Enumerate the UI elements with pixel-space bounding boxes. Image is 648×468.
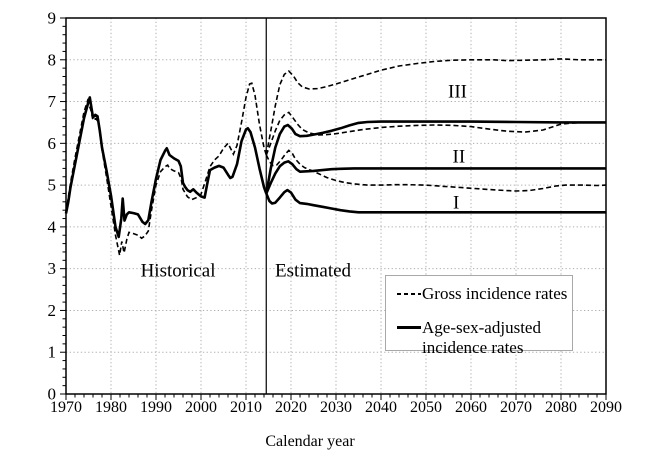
y-tick-label: 2	[48, 301, 57, 320]
historical-region-label: Historical	[140, 260, 216, 282]
y-tick-label: 1	[48, 343, 57, 362]
series-line-adjusted-II	[265, 160, 606, 195]
series-line-adjusted-historical	[64, 96, 268, 239]
x-tick-label: 1990	[140, 399, 172, 416]
x-tick-label: 2020	[275, 399, 307, 416]
x-tick-label: 2010	[230, 399, 262, 416]
x-tick-label: 1970	[50, 399, 82, 416]
y-tick-label: 3	[48, 259, 57, 278]
legend-label-adjusted-line1: Age-sex-adjusted	[422, 318, 541, 337]
x-tick-label: 2090	[590, 399, 622, 416]
y-tick-label: 9	[48, 9, 57, 28]
legend-label-adjusted-line2: incidence rates	[422, 338, 524, 357]
x-tick-label: 2050	[410, 399, 442, 416]
series-line-adjusted-III	[265, 120, 606, 194]
series-line-gross-I	[265, 149, 607, 192]
y-tick-label: 0	[48, 385, 57, 404]
scenario-label-iii: III	[448, 81, 467, 103]
solid-line-swatch	[397, 326, 421, 329]
x-tick-label: 2040	[365, 399, 397, 416]
y-tick-label: 6	[48, 134, 57, 153]
x-axis-title: Calendar year	[265, 433, 355, 450]
series-line-adjusted-I	[265, 188, 606, 214]
dashed-line-swatch	[397, 293, 421, 295]
x-tick-label: 2030	[320, 399, 352, 416]
plot-frame	[65, 17, 607, 395]
y-tick-label: 4	[48, 217, 57, 236]
x-tick-label: 2000	[185, 399, 217, 416]
scenario-label-i: I	[452, 192, 460, 214]
y-tick-label: 5	[48, 176, 57, 195]
x-tick-label: 2070	[500, 399, 532, 416]
x-tick-label: 2080	[545, 399, 577, 416]
legend-item-gross: Gross incidence rates	[397, 284, 572, 304]
series-line-gross-historical	[65, 82, 268, 256]
chart-legend: Gross incidence rates Age-sex-adjusted i…	[385, 275, 573, 357]
x-tick-label: 1980	[95, 399, 127, 416]
legend-item-adjusted: Age-sex-adjusted incidence rates	[397, 318, 572, 358]
series-line-gross-III	[265, 58, 606, 156]
y-tick-label: 7	[48, 92, 57, 111]
scenario-label-ii: II	[452, 146, 466, 168]
estimated-region-label: Estimated	[275, 260, 352, 282]
legend-label-gross: Gross incidence rates	[422, 284, 568, 303]
legend-label-adjusted: Age-sex-adjusted incidence rates	[422, 318, 541, 358]
y-tick-label: 8	[48, 50, 57, 69]
x-tick-label: 2060	[455, 399, 487, 416]
